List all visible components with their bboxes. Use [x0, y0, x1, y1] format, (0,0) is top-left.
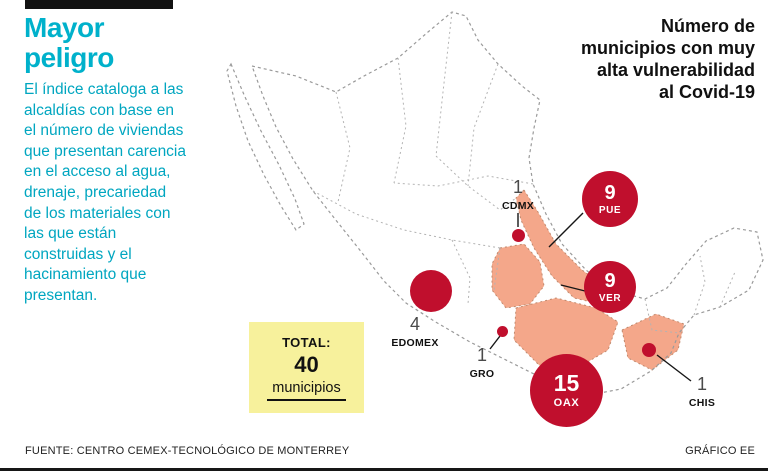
label-cdmx-value: 1	[512, 177, 523, 197]
dot-edomex	[410, 270, 452, 312]
page-title-line2: peligro	[24, 42, 114, 74]
label-chis-state: CHIS	[688, 396, 716, 409]
leader-gro	[489, 335, 501, 350]
leader-ver	[560, 284, 586, 292]
leader-lines	[489, 212, 692, 382]
description-text: El índice cataloga a las alcaldías con b…	[24, 81, 187, 305]
bubble-pue-value: 9	[604, 181, 616, 204]
baja-peninsula-outline	[226, 62, 305, 231]
map-title: Número de municipios con muy alta vulner…	[523, 16, 755, 104]
state-borders	[312, 11, 736, 334]
label-chis: 1 CHIS	[674, 375, 730, 409]
country-outline	[226, 11, 764, 397]
label-gro: 1 GRO	[452, 346, 512, 380]
total-value: 40	[294, 351, 319, 377]
bubble-oax-state: OAX	[553, 397, 580, 409]
bubble-pue-state: PUE	[598, 204, 622, 216]
label-edomex-value: 4	[409, 314, 420, 334]
total-box: TOTAL: 40 municipios	[249, 322, 364, 413]
accent-bar	[25, 0, 173, 9]
label-cdmx-state: CDMX	[501, 199, 535, 212]
dot-chis	[642, 343, 656, 357]
bubble-ver-state: VER	[598, 292, 622, 304]
source-credit: FUENTE: CENTRO CEMEX-TECNOLÓGICO DE MONT…	[25, 445, 350, 457]
dot-cdmx	[512, 229, 525, 242]
map-title-line: al Covid-19	[658, 81, 755, 102]
bubble-oax: 15 OAX	[530, 354, 603, 427]
label-edomex: 4 EDOMEX	[380, 315, 450, 349]
label-gro-state: GRO	[469, 367, 495, 380]
highlight-chiapas	[621, 313, 685, 371]
bubble-ver-value: 9	[604, 269, 616, 292]
bubble-ver: 9 VER	[584, 261, 636, 313]
label-edomex-state: EDOMEX	[391, 336, 439, 349]
total-label: TOTAL:	[282, 334, 331, 350]
page-title-line1: Mayor	[24, 12, 104, 43]
mainland-outline	[251, 11, 764, 397]
graphic-credit: GRÁFICO EE	[685, 445, 755, 457]
highlight-oaxaca	[513, 297, 619, 371]
map-title-line: alta vulnerabilidad	[596, 59, 755, 80]
label-chis-value: 1	[696, 374, 707, 394]
highlight-puebla-cdmx-edomex	[491, 243, 545, 309]
label-gro-value: 1	[476, 345, 487, 365]
leader-pue	[548, 212, 584, 248]
leader-chis	[656, 354, 692, 382]
map-title-line: municipios con muy	[580, 37, 755, 58]
dot-gro	[497, 326, 508, 337]
map-title-line: Número de	[660, 16, 755, 36]
label-cdmx: 1 CDMX	[490, 178, 546, 212]
total-unit: municipios	[267, 380, 346, 401]
bubble-oax-value: 15	[553, 370, 580, 396]
bubble-pue: 9 PUE	[582, 171, 638, 227]
page-title: Mayor peligro	[24, 12, 114, 74]
